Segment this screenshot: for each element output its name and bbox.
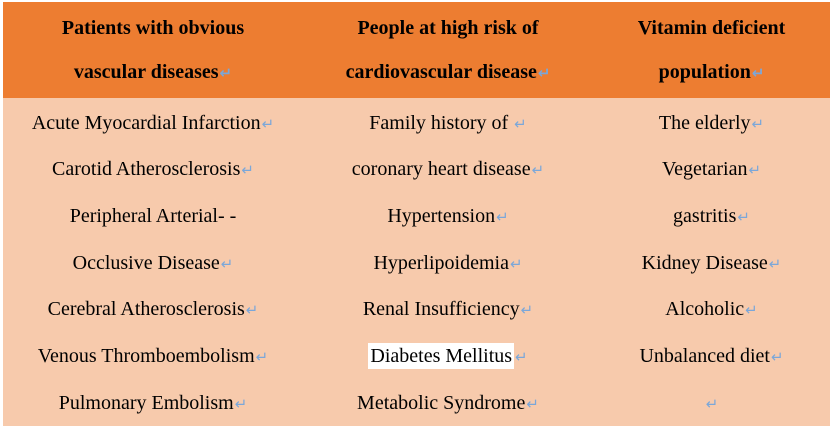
header-line: population↵ (658, 61, 765, 83)
return-mark-icon: ↵ (496, 208, 509, 226)
header-vitamin-deficient: Vitamin deficient population↵ (593, 2, 830, 98)
table-cell: Acute Myocardial Infarction↵ (31, 112, 275, 134)
table-cell: Alcoholic↵ (665, 298, 758, 320)
table-cell: Carotid Atherosclerosis↵ (52, 158, 254, 180)
table-cell: ↵ (593, 390, 830, 416)
return-mark-icon: ↵ (531, 161, 545, 179)
header-line: cardiovascular disease↵ (345, 61, 551, 83)
header-line: People at high risk of (357, 17, 539, 39)
return-mark-icon: ↵ (234, 395, 248, 413)
table-header-row: Patients with obvious vascular diseases↵… (3, 2, 830, 98)
table-cell: Renal Insufficiency↵ (362, 298, 534, 320)
risk-population-table: Patients with obvious vascular diseases↵… (3, 2, 830, 426)
table-cell: coronary heart disease↵ (351, 158, 545, 180)
return-mark-icon: ↵ (514, 115, 527, 133)
table-cell: Peripheral Arterial- - (69, 205, 237, 227)
highlighted-text: Diabetes Mellitus (368, 343, 515, 369)
return-mark-icon: ↵ (745, 301, 758, 319)
return-mark-icon: ↵ (509, 255, 523, 273)
table-cell: gastritis↵ (673, 205, 750, 227)
return-mark-icon: ↵ (515, 348, 528, 366)
header-line: Patients with obvious (61, 17, 245, 39)
return-mark-icon: ↵ (770, 348, 784, 366)
return-mark-icon: ↵ (220, 255, 234, 273)
return-mark-icon: ↵ (245, 301, 259, 319)
table-cell: Metabolic Syndrome↵ (357, 392, 539, 414)
table-cell: Family history of ↵ (369, 112, 527, 134)
return-mark-icon: ↵ (526, 395, 539, 413)
return-mark-icon: ↵ (255, 348, 269, 366)
return-mark-icon: ↵ (219, 64, 233, 82)
return-mark-icon: ↵ (768, 255, 782, 273)
return-mark-icon: ↵ (520, 301, 534, 319)
table-cell: Occlusive Disease↵ (72, 252, 234, 274)
header-line: vascular diseases↵ (73, 61, 233, 83)
table-cell: Venous Thromboembolism↵ (37, 345, 269, 367)
return-mark-icon: ↵ (748, 161, 762, 179)
table-cell: Cerebral Atherosclerosis↵ (47, 298, 259, 320)
header-high-risk: People at high risk of cardiovascular di… (303, 2, 593, 98)
header-vascular-diseases: Patients with obvious vascular diseases↵ (3, 2, 303, 98)
return-mark-icon: ↵ (241, 161, 254, 179)
table-cell: Kidney Disease↵ (641, 252, 782, 274)
return-mark-icon: ↵ (537, 64, 551, 82)
table-cell: Diabetes Mellitus ↵ (303, 343, 593, 369)
header-line: Vitamin deficient (637, 17, 786, 39)
table-cell: The elderly↵ (658, 112, 765, 134)
table-cell: Vegetarian↵ (661, 158, 762, 180)
table-cell: Hyperlipoidemia↵ (373, 252, 523, 274)
table-cell: Pulmonary Embolism↵ (58, 392, 248, 414)
return-mark-icon: ↵ (261, 115, 275, 133)
return-mark-icon: ↵ (751, 115, 765, 133)
return-mark-icon: ↵ (705, 395, 719, 413)
table-cell: Hypertension↵ (387, 205, 509, 227)
table-cell: Unbalanced diet↵ (639, 345, 784, 367)
return-mark-icon: ↵ (737, 208, 750, 226)
return-mark-icon: ↵ (751, 64, 765, 82)
